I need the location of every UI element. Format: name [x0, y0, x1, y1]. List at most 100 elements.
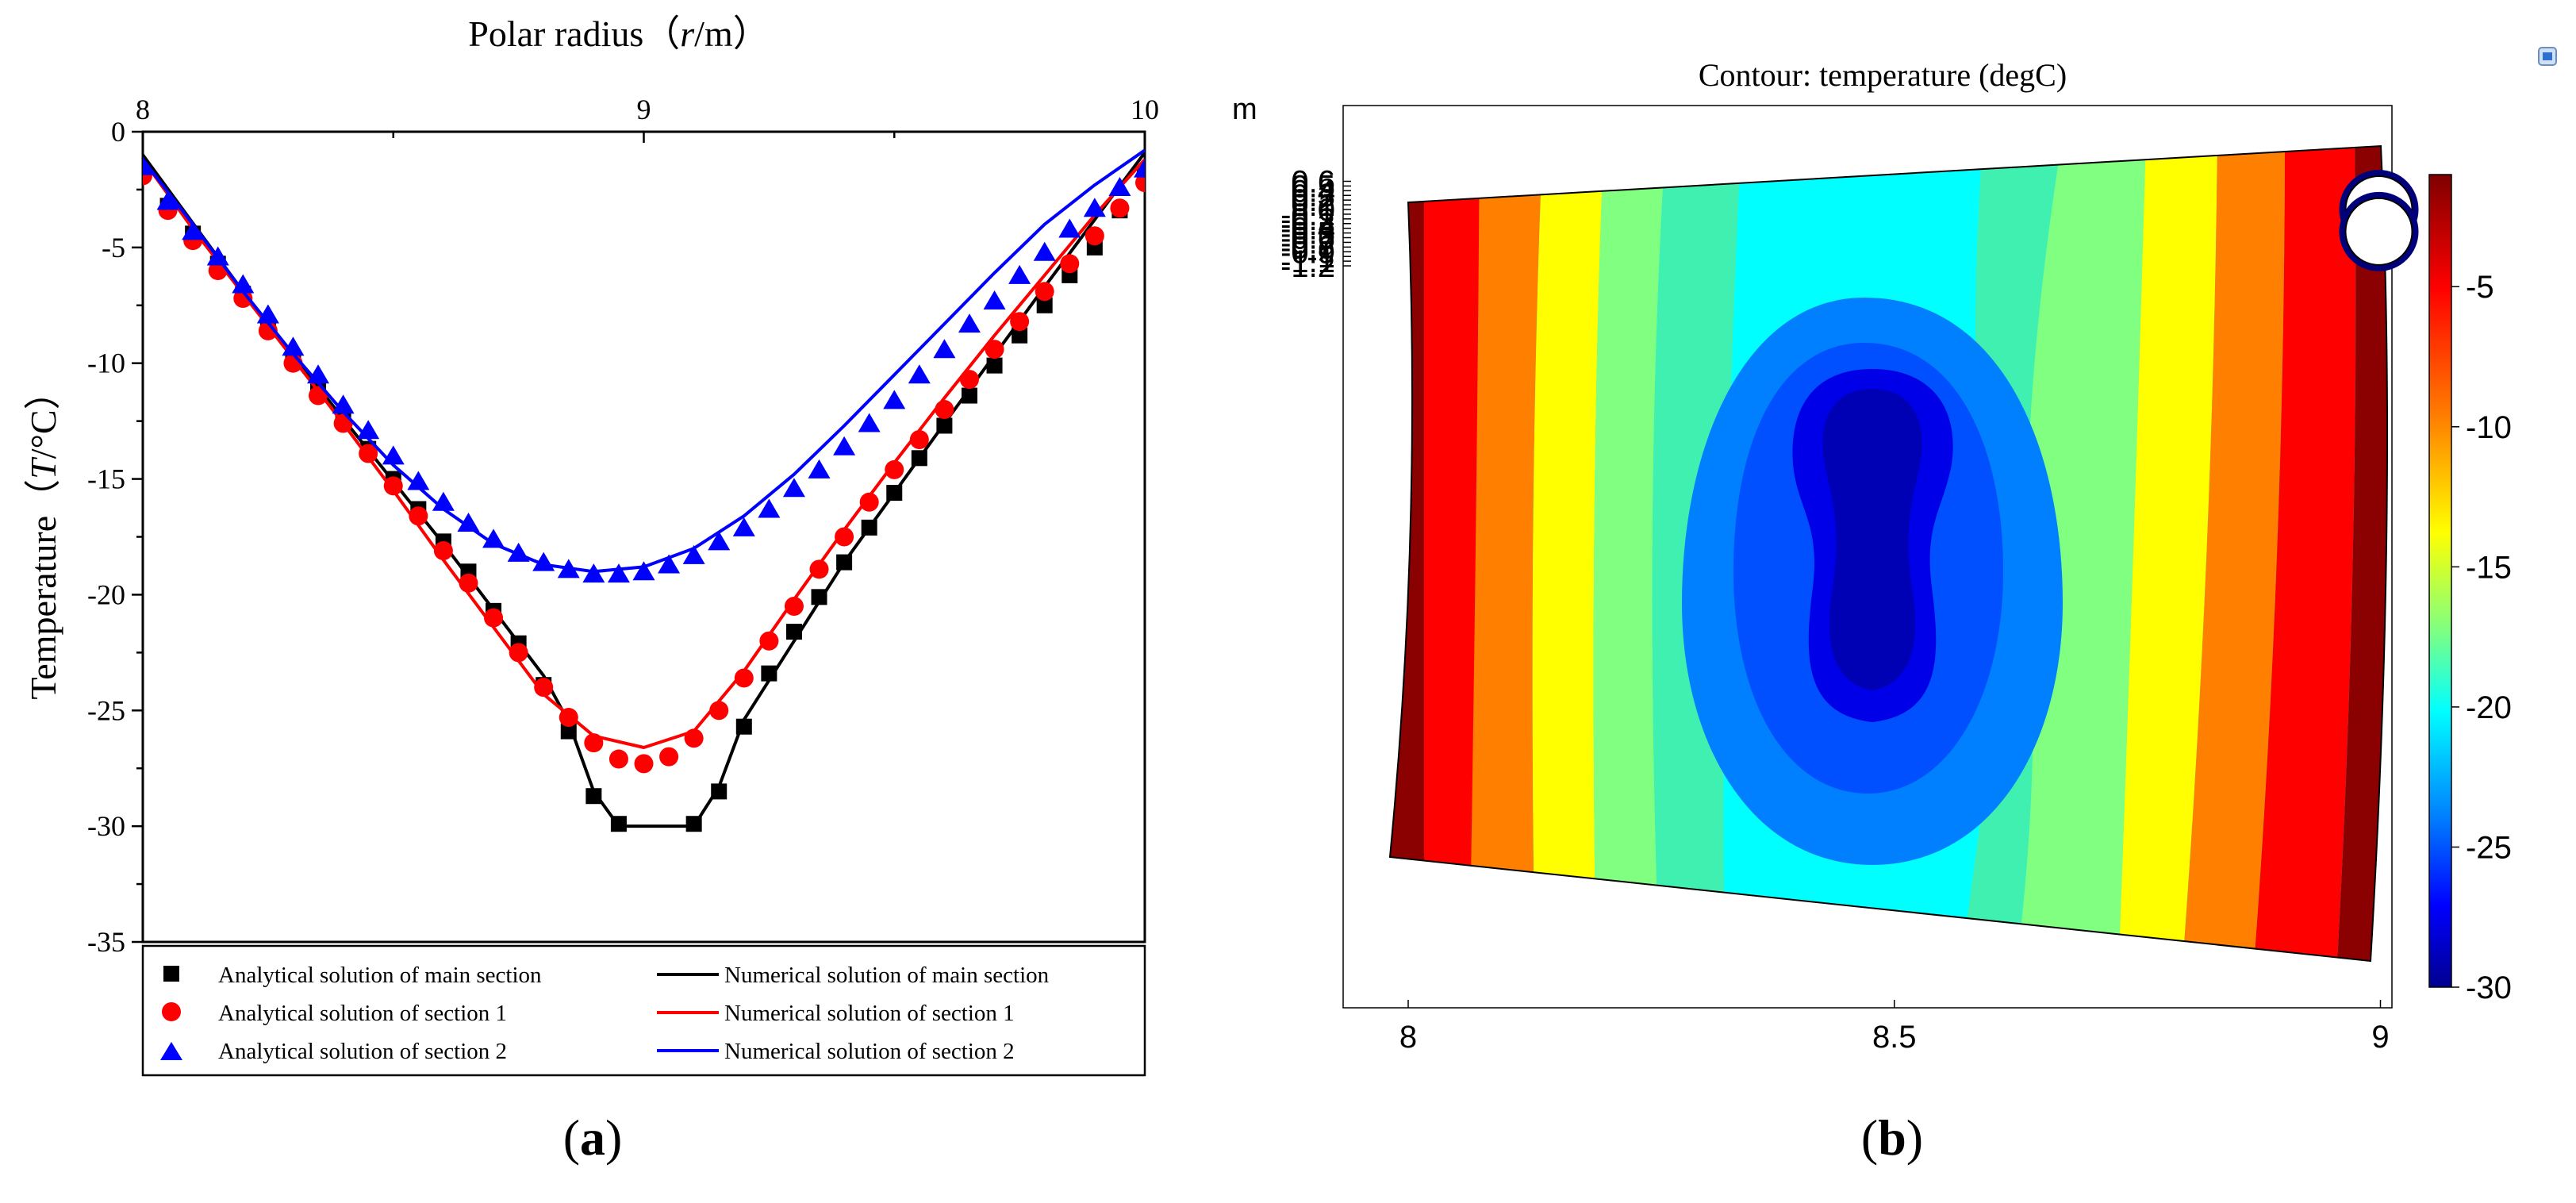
contour-x-tick-label: 9: [2371, 1020, 2389, 1055]
x-tick-label: 10: [1131, 94, 1159, 125]
data-point-triangle: [833, 436, 856, 455]
data-point-circle: [784, 597, 804, 617]
y-tick-label: -15: [87, 463, 125, 495]
panel-a-chart: Polar radius（r/m） Temperature（T/°C） 0 -5 -…: [23, 13, 1159, 1166]
legend-s1-numerical: Numerical solution of section 1: [724, 1001, 1015, 1026]
data-point-circle: [233, 289, 253, 309]
data-point-circle: [1110, 198, 1130, 218]
contour-title: Contour: temperature (degC): [1699, 57, 2067, 93]
data-point-triangle: [808, 459, 831, 479]
data-point-triangle: [1033, 241, 1056, 261]
data-point-square: [986, 357, 1003, 374]
legend-marker-main-analytical: [163, 966, 179, 982]
tick-labels: 0 -5 -10 -15 -20 -25 -30 -35 8 9 10: [87, 94, 1159, 958]
data-point-circle: [734, 668, 754, 688]
legend-marker-s1-analytical: [162, 1002, 181, 1021]
data-point-circle: [309, 386, 328, 405]
legend-s1-analytical: Analytical solution of section 1: [218, 1001, 507, 1026]
legend: Analytical solution of main section Anal…: [141, 944, 1146, 1077]
legend-main-numerical: Numerical solution of main section: [724, 963, 1050, 988]
data-point-circle: [859, 492, 879, 512]
data-point-triangle: [782, 478, 805, 498]
contour-x-tick-label: 8: [1399, 1020, 1417, 1055]
data-point-circle: [1085, 226, 1104, 246]
panel-label-b: (b): [1861, 1109, 1923, 1166]
y-tick-label: -20: [87, 578, 125, 610]
y-tick-label: 0: [111, 116, 125, 148]
pipe-hole: [2344, 197, 2413, 266]
contour-field: [1390, 146, 2388, 961]
data-point-triangle: [332, 394, 355, 414]
data-point-circle: [1060, 254, 1080, 274]
contour-y-tick-label: -0.1: [1280, 198, 1335, 233]
series-line: [143, 148, 1145, 574]
band-right-yellow: [2118, 146, 2217, 961]
data-point-triangle: [1083, 198, 1106, 217]
band-right-red: [2253, 146, 2356, 961]
x-tick-label: 8: [136, 94, 150, 125]
data-point-triangle: [1008, 264, 1031, 284]
contour-y-tick-label: -0.8: [1280, 230, 1335, 265]
colorbar: [2428, 174, 2452, 988]
y-tick-label: -10: [87, 348, 125, 379]
data-point-triangle: [607, 563, 630, 583]
data-point-triangle: [658, 554, 681, 574]
colorbar-tick-label: -30: [2466, 970, 2512, 1005]
legend-marker-s2-analytical: [160, 1042, 182, 1060]
colorbar-tick-label: -20: [2466, 690, 2512, 725]
data-point-triangle: [983, 290, 1006, 309]
axis-ticks: [132, 130, 1146, 944]
band-left-yellow: [1532, 146, 1604, 961]
data-point-triangle: [758, 498, 781, 518]
data-point-triangle: [883, 390, 906, 409]
data-point-square: [1012, 327, 1028, 344]
data-point-circle: [659, 747, 679, 767]
legend-main-analytical: Analytical solution of main section: [218, 963, 542, 988]
legend-box: [141, 944, 1146, 1077]
data-point-triangle: [282, 336, 305, 356]
colorbar-tick-label: -15: [2466, 550, 2512, 585]
y-tick-label: -5: [102, 232, 125, 263]
data-point-circle: [383, 476, 403, 496]
data-point-circle: [509, 643, 528, 663]
contour-y-tick-label: 0.6: [1291, 164, 1335, 199]
series-numerical-solution-of-section-2: [143, 148, 1145, 574]
series-layer: [143, 148, 1145, 832]
data-point-square: [1036, 297, 1053, 313]
data-point-triangle: [156, 190, 179, 210]
band-left-orange: [1469, 146, 1543, 961]
y-tick-label: -35: [87, 926, 125, 958]
contour-y-tick-label: -0.6: [1280, 221, 1335, 256]
panel-b-contour: Contour: temperature (degC) m 0.60.50.40…: [1232, 47, 2557, 1166]
data-point-triangle: [632, 561, 655, 581]
data-point-circle: [935, 400, 954, 420]
colorbar-tick-label: -25: [2466, 830, 2512, 865]
data-point-triangle: [958, 313, 981, 333]
data-point-circle: [1010, 312, 1030, 332]
data-point-circle: [759, 631, 779, 651]
band-right-green: [2015, 146, 2146, 961]
contour-blue-core: [1822, 389, 1922, 690]
data-point-circle: [1135, 173, 1145, 193]
data-point-circle: [258, 321, 278, 340]
data-point-triangle: [858, 413, 881, 432]
data-point-triangle: [933, 339, 956, 359]
data-point-triangle: [232, 274, 255, 294]
x-tick-label: 9: [637, 94, 651, 125]
colorbar-ticks: -5 -10 -15 -20 -25 -30: [2451, 270, 2512, 1005]
series-line: [143, 158, 1145, 749]
data-point-circle: [809, 559, 829, 579]
data-point-circle: [608, 749, 628, 769]
colorbar-tick-label: -5: [2466, 270, 2494, 305]
data-point-triangle: [1108, 177, 1131, 197]
data-point-triangle: [457, 512, 480, 532]
contour-y-tick-label: -1.2: [1280, 249, 1335, 284]
data-point-triangle: [908, 364, 931, 384]
window-icon[interactable]: [2538, 47, 2557, 66]
contour-y-tick-label: -0.5: [1280, 217, 1335, 252]
data-point-triangle: [1058, 218, 1081, 238]
band-left-red: [1424, 146, 1480, 961]
contour-y-tick-label: 0.3: [1291, 179, 1335, 213]
band-left-green: [1593, 146, 1666, 961]
data-point-circle: [534, 678, 554, 698]
